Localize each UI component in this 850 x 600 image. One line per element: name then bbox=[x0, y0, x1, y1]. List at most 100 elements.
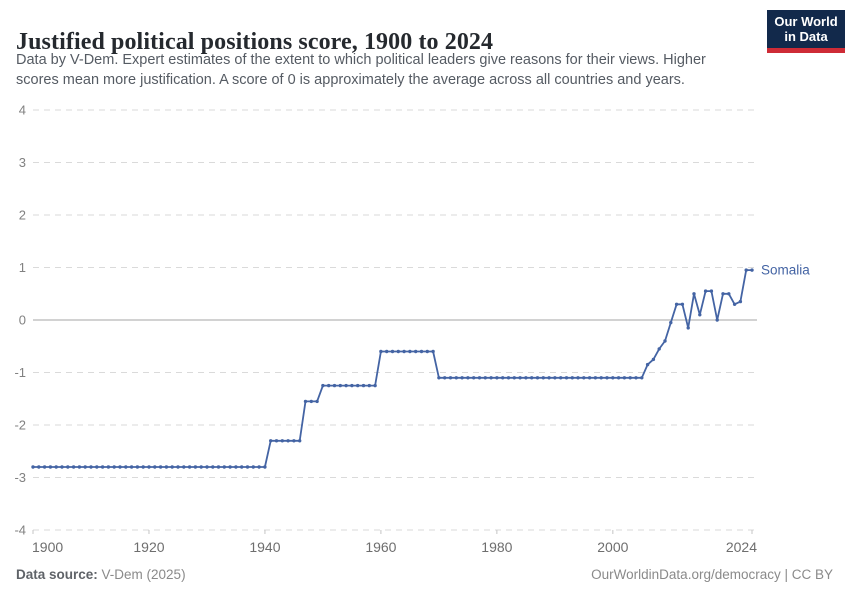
data-point[interactable] bbox=[106, 465, 111, 469]
data-point[interactable] bbox=[657, 347, 661, 351]
data-point[interactable] bbox=[570, 376, 574, 380]
data-point[interactable] bbox=[477, 376, 482, 380]
data-point[interactable] bbox=[31, 465, 35, 469]
data-point[interactable] bbox=[199, 465, 203, 469]
data-point[interactable] bbox=[48, 465, 53, 469]
data-point[interactable] bbox=[344, 383, 348, 388]
data-point[interactable] bbox=[443, 376, 447, 380]
data-point[interactable] bbox=[228, 465, 232, 469]
data-point[interactable] bbox=[501, 376, 505, 380]
owid-logo[interactable]: Our World in Data bbox=[767, 10, 845, 53]
data-point[interactable] bbox=[361, 383, 366, 388]
data-point[interactable] bbox=[454, 376, 458, 380]
data-point[interactable] bbox=[466, 376, 470, 380]
data-point[interactable] bbox=[506, 376, 511, 380]
data-point[interactable] bbox=[245, 465, 250, 469]
data-point[interactable] bbox=[257, 465, 261, 469]
data-point[interactable] bbox=[292, 439, 296, 443]
data-point[interactable] bbox=[390, 349, 395, 354]
data-point[interactable] bbox=[576, 376, 580, 380]
data-point[interactable] bbox=[425, 349, 429, 354]
data-point[interactable] bbox=[414, 349, 418, 354]
data-point[interactable] bbox=[674, 302, 679, 306]
data-point[interactable] bbox=[263, 465, 267, 469]
data-point[interactable] bbox=[251, 465, 255, 469]
data-point[interactable] bbox=[303, 399, 308, 404]
data-point[interactable] bbox=[71, 465, 76, 469]
data-point[interactable] bbox=[153, 465, 157, 469]
data-point[interactable] bbox=[535, 376, 540, 380]
data-point[interactable] bbox=[54, 465, 58, 469]
data-point[interactable] bbox=[599, 376, 603, 380]
data-point[interactable] bbox=[744, 268, 748, 272]
data-point[interactable] bbox=[164, 465, 169, 469]
data-point[interactable] bbox=[135, 465, 140, 469]
data-point[interactable] bbox=[396, 349, 400, 354]
data-point[interactable] bbox=[356, 383, 360, 388]
data-point[interactable] bbox=[524, 376, 528, 380]
data-point[interactable] bbox=[182, 465, 186, 469]
data-point[interactable] bbox=[385, 349, 389, 354]
data-point[interactable] bbox=[298, 439, 302, 443]
data-point[interactable] bbox=[83, 465, 87, 469]
data-point[interactable] bbox=[541, 376, 545, 380]
data-point[interactable] bbox=[350, 383, 354, 388]
data-point[interactable] bbox=[112, 465, 116, 469]
data-point[interactable] bbox=[42, 465, 47, 469]
data-point[interactable] bbox=[698, 313, 702, 317]
data-point[interactable] bbox=[147, 465, 151, 469]
data-point[interactable] bbox=[738, 299, 743, 304]
data-point[interactable] bbox=[315, 399, 319, 404]
data-point[interactable] bbox=[367, 383, 371, 388]
data-point[interactable] bbox=[495, 376, 499, 380]
data-point[interactable] bbox=[234, 465, 238, 469]
data-point[interactable] bbox=[124, 465, 128, 469]
data-point[interactable] bbox=[709, 289, 714, 293]
data-point[interactable] bbox=[750, 268, 754, 272]
data-point[interactable] bbox=[582, 376, 586, 380]
data-point[interactable] bbox=[211, 465, 215, 469]
data-point[interactable] bbox=[286, 439, 290, 443]
data-point[interactable] bbox=[379, 349, 383, 354]
data-point[interactable] bbox=[553, 376, 557, 380]
data-point[interactable] bbox=[141, 465, 145, 469]
data-point[interactable] bbox=[628, 376, 632, 380]
data-point[interactable] bbox=[680, 302, 685, 306]
data-point[interactable] bbox=[559, 376, 563, 380]
data-point[interactable] bbox=[640, 376, 644, 380]
data-point[interactable] bbox=[176, 465, 180, 469]
line-chart-canvas[interactable]: 4 3 2 1 0 -1 -2 -3 -4 1900 1920 1940 1960 1980 2000 202… bbox=[0, 100, 850, 570]
data-point[interactable] bbox=[634, 376, 638, 380]
attribution-link[interactable]: OurWorldinData.org/democracy | CC BY bbox=[591, 567, 833, 582]
data-point[interactable] bbox=[732, 302, 737, 306]
data-point[interactable] bbox=[373, 383, 377, 388]
somalia-line[interactable] bbox=[32, 269, 753, 468]
data-point[interactable] bbox=[419, 349, 424, 354]
data-point[interactable] bbox=[715, 318, 719, 322]
data-point[interactable] bbox=[489, 376, 493, 380]
data-point[interactable] bbox=[77, 465, 82, 469]
data-point[interactable] bbox=[530, 376, 534, 380]
data-point[interactable] bbox=[37, 465, 41, 469]
data-point[interactable] bbox=[89, 465, 93, 469]
data-point[interactable] bbox=[193, 465, 198, 469]
data-point[interactable] bbox=[327, 383, 331, 388]
data-point[interactable] bbox=[240, 465, 244, 469]
data-point[interactable] bbox=[727, 292, 731, 296]
data-point[interactable] bbox=[280, 439, 284, 443]
data-point[interactable] bbox=[564, 376, 569, 380]
data-point[interactable] bbox=[170, 465, 174, 469]
data-point[interactable] bbox=[66, 465, 70, 469]
data-point[interactable] bbox=[692, 292, 696, 296]
data-point[interactable] bbox=[205, 465, 209, 469]
data-point[interactable] bbox=[605, 376, 609, 380]
data-point[interactable] bbox=[651, 357, 656, 362]
data-point[interactable] bbox=[593, 376, 598, 380]
data-point[interactable] bbox=[518, 376, 522, 380]
data-point[interactable] bbox=[187, 465, 192, 469]
data-point[interactable] bbox=[611, 376, 615, 380]
data-point[interactable] bbox=[547, 376, 551, 380]
data-point[interactable] bbox=[669, 320, 673, 325]
data-point[interactable] bbox=[721, 292, 725, 296]
data-point[interactable] bbox=[274, 439, 279, 443]
